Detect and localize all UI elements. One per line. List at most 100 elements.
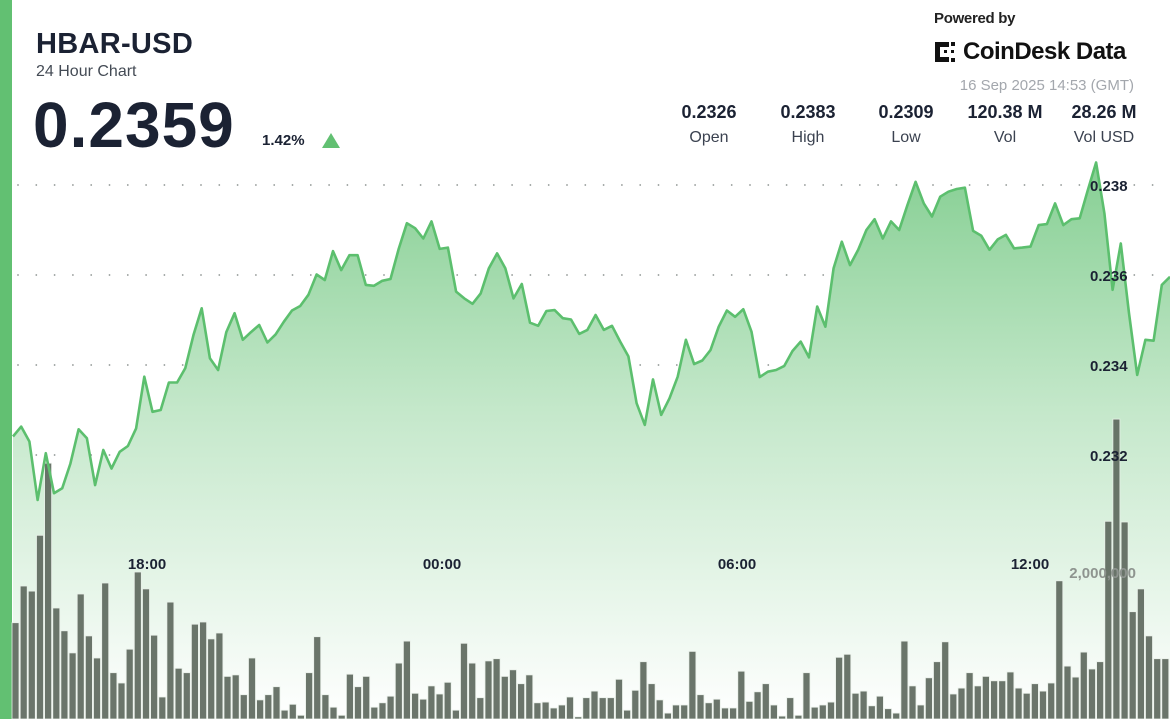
- volume-bar: [1031, 683, 1039, 719]
- grid-dot: [767, 274, 770, 276]
- grid-dot: [584, 274, 587, 276]
- volume-bar: [908, 685, 917, 719]
- grid-dot: [474, 274, 477, 276]
- stat-label: Low: [891, 129, 921, 146]
- grid-dot: [328, 184, 330, 186]
- volume-bar: [827, 701, 835, 719]
- volume-bar: [256, 699, 265, 719]
- volume-bar: [941, 641, 950, 719]
- volume-bar: [696, 694, 705, 719]
- volume-bar: [672, 704, 680, 719]
- volume-bar: [957, 687, 966, 719]
- stat-value: 0.2309: [878, 102, 934, 122]
- volume-bar: [1120, 521, 1129, 719]
- volume-bar: [770, 704, 778, 719]
- grid-dot: [383, 184, 385, 186]
- grid-dot: [53, 184, 56, 186]
- grid-dot: [346, 184, 349, 186]
- y-axis-labels: 0.238 0.236 0.234 0.232: [1090, 178, 1128, 465]
- volume-bar: [370, 706, 379, 719]
- volume-bar: [500, 676, 509, 719]
- grid-dot: [675, 364, 678, 366]
- volume-bar: [1022, 692, 1031, 719]
- x-tick-label: 12:00: [1011, 556, 1049, 573]
- volume-bar: [794, 714, 803, 719]
- grid-dot: [932, 184, 934, 186]
- volume-bar: [1055, 580, 1064, 719]
- grid-dot: [309, 184, 312, 186]
- volume-bar: [664, 712, 672, 719]
- volume-bar: [1014, 687, 1023, 719]
- volume-bar: [884, 708, 892, 719]
- grid-dot: [712, 184, 715, 186]
- grid-dot: [712, 274, 715, 276]
- grid-dot: [17, 184, 19, 186]
- volume-bar: [101, 582, 110, 719]
- volume-bar: [27, 590, 36, 719]
- volume-bar: [264, 694, 273, 719]
- volume-bar: [1145, 635, 1153, 719]
- grid-dot: [218, 274, 221, 276]
- volume-bar: [484, 660, 493, 719]
- grid-dot: [639, 274, 642, 276]
- volume-bar: [647, 683, 656, 719]
- grid-dot: [108, 454, 111, 456]
- volume-bar: [402, 640, 411, 719]
- grid-dot: [657, 274, 660, 276]
- volume-bar: [158, 696, 167, 719]
- current-price: 0.2359: [33, 89, 235, 161]
- grid-dot: [1060, 184, 1062, 186]
- grid-dot: [273, 274, 276, 276]
- volume-bar: [598, 697, 607, 719]
- grid-dot: [877, 184, 879, 186]
- volume-bar: [1088, 668, 1096, 719]
- stat-vol: 120.38 M Vol: [955, 102, 1055, 147]
- volume-bar: [606, 697, 615, 719]
- volume-bar: [916, 704, 925, 719]
- brand-name: CoinDesk Data: [963, 38, 1126, 65]
- volume-bar: [468, 662, 477, 719]
- stat-open: 0.2326 Open: [659, 102, 759, 147]
- grid-dot: [511, 274, 513, 276]
- volume-bar: [443, 681, 452, 719]
- volume-bar: [876, 695, 884, 719]
- volume-bar: [509, 669, 517, 719]
- grid-dot: [456, 274, 459, 276]
- x-tick-label: 18:00: [128, 556, 166, 573]
- volume-bar: [623, 709, 631, 719]
- grid-dot: [383, 274, 385, 276]
- volume-bar: [867, 705, 876, 719]
- chart-subtitle: 24 Hour Chart: [36, 63, 137, 80]
- volume-bar: [313, 636, 322, 719]
- volume-bar: [1153, 658, 1162, 719]
- grid-dot: [804, 184, 806, 186]
- volume-bar: [435, 693, 444, 719]
- volume-bar: [965, 672, 974, 719]
- volume-bar: [19, 585, 28, 719]
- volume-bar: [761, 683, 770, 719]
- volume-bar: [150, 634, 159, 719]
- grid-dot: [255, 274, 257, 276]
- volume-bar: [835, 656, 843, 719]
- grid-dot: [1151, 184, 1154, 186]
- stat-label: Vol USD: [1073, 129, 1135, 146]
- grid-dot: [163, 184, 166, 186]
- volume-bar: [1079, 651, 1088, 719]
- stat-value: 120.38 M: [967, 102, 1043, 122]
- volume-bar: [1006, 671, 1015, 719]
- volume-bar: [892, 712, 901, 719]
- grid-dot: [566, 184, 568, 186]
- grid-dot: [785, 274, 788, 276]
- volume-bar: [1137, 588, 1145, 719]
- grid-dot: [17, 364, 19, 366]
- volume-bar: [525, 674, 534, 719]
- grid-dot: [895, 184, 898, 186]
- accent-bar: [0, 0, 12, 719]
- volume-bar: [85, 635, 93, 719]
- grid-dot: [53, 454, 56, 456]
- volume-bar: [859, 690, 868, 719]
- grid-dot: [291, 184, 294, 186]
- volume-bar: [345, 673, 354, 719]
- grid-dot: [35, 274, 38, 276]
